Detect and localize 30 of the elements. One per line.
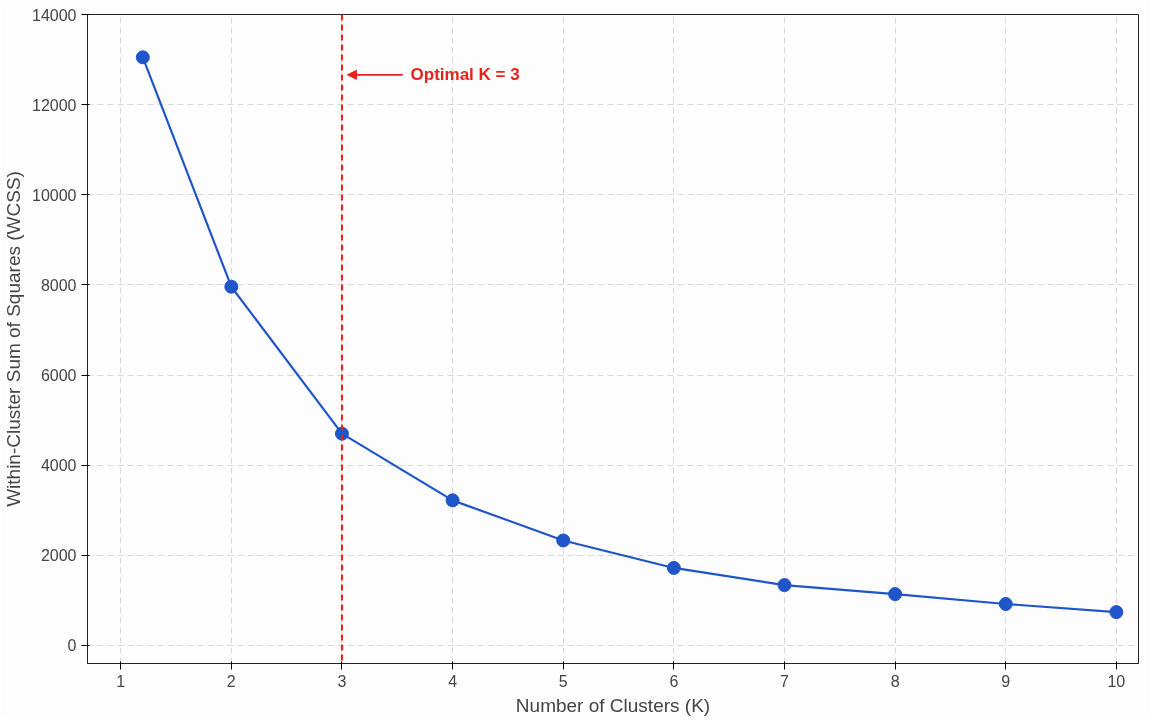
y-tick-label: 8000 [40, 276, 77, 294]
point [556, 533, 571, 548]
y-tick-label: 6000 [40, 367, 77, 385]
x-tick-label: 4 [448, 672, 458, 690]
x-tick-label: 10 [1107, 672, 1126, 690]
x-axis-title: Number of Clusters (K) [515, 694, 711, 716]
point [1109, 605, 1124, 620]
y-tick-label: 2000 [40, 547, 77, 565]
y-tick-label: 12000 [32, 96, 77, 114]
point [445, 493, 460, 508]
y-tick-label: 4000 [40, 457, 77, 475]
point [777, 578, 792, 593]
x-tick-label: 8 [890, 672, 900, 690]
point [224, 279, 239, 294]
y-axis-title: Within-Cluster Sum of Squares (WCSS) [3, 171, 25, 507]
point [998, 597, 1013, 611]
y-tick-label: 14000 [32, 6, 77, 24]
point [135, 50, 150, 65]
y-tick-label: 10000 [32, 186, 77, 204]
x-tick-label: 2 [226, 672, 236, 690]
x-tick-label: 7 [780, 672, 790, 690]
x-tick-label: 9 [1001, 672, 1011, 690]
x-tick-label: 3 [337, 672, 347, 690]
y-tick-label: 0 [67, 637, 77, 655]
x-tick-label: 5 [558, 672, 568, 690]
point [666, 560, 681, 575]
x-tick-label: 6 [669, 672, 679, 690]
x-tick-label: 1 [116, 672, 126, 690]
ref-line-label: Optimal K = 3 [410, 65, 520, 85]
point [888, 587, 903, 602]
